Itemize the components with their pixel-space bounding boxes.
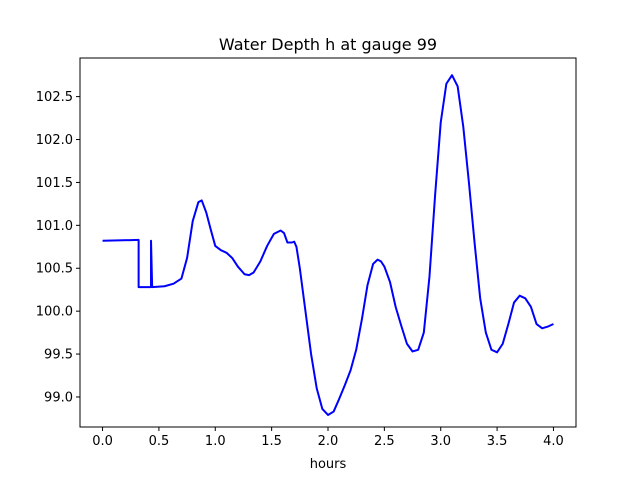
y-tick-label: 99.0 <box>44 390 73 405</box>
series-line-0 <box>102 74 554 416</box>
x-tick-label: 0.0 <box>92 434 113 449</box>
y-tick-label: 102.0 <box>36 133 73 148</box>
y-tick-label: 101.0 <box>36 219 73 234</box>
x-axis-label: hours <box>310 457 347 472</box>
chart-title: Water Depth h at gauge 99 <box>219 35 437 54</box>
x-tick-label: 2.0 <box>318 434 339 449</box>
x-tick-label: 0.5 <box>149 434 170 449</box>
y-tick-label: 100.5 <box>36 262 73 277</box>
x-tick-label: 1.5 <box>261 434 282 449</box>
y-tick-label: 99.5 <box>44 348 73 363</box>
x-tick-label: 4.0 <box>543 434 564 449</box>
x-tick-label: 1.0 <box>205 434 226 449</box>
x-tick-label: 3.5 <box>487 434 508 449</box>
x-tick-label: 3.0 <box>430 434 451 449</box>
y-tick-label: 100.0 <box>36 305 73 320</box>
y-tick-label: 101.5 <box>36 176 73 191</box>
y-tick-label: 102.5 <box>36 90 73 105</box>
x-tick-label: 2.5 <box>374 434 395 449</box>
plot-area: 0.0 0.5 1.0 1.5 2.0 2.5 3.0 3.5 4.0 99.0 99.5 100.0… <box>36 57 577 449</box>
